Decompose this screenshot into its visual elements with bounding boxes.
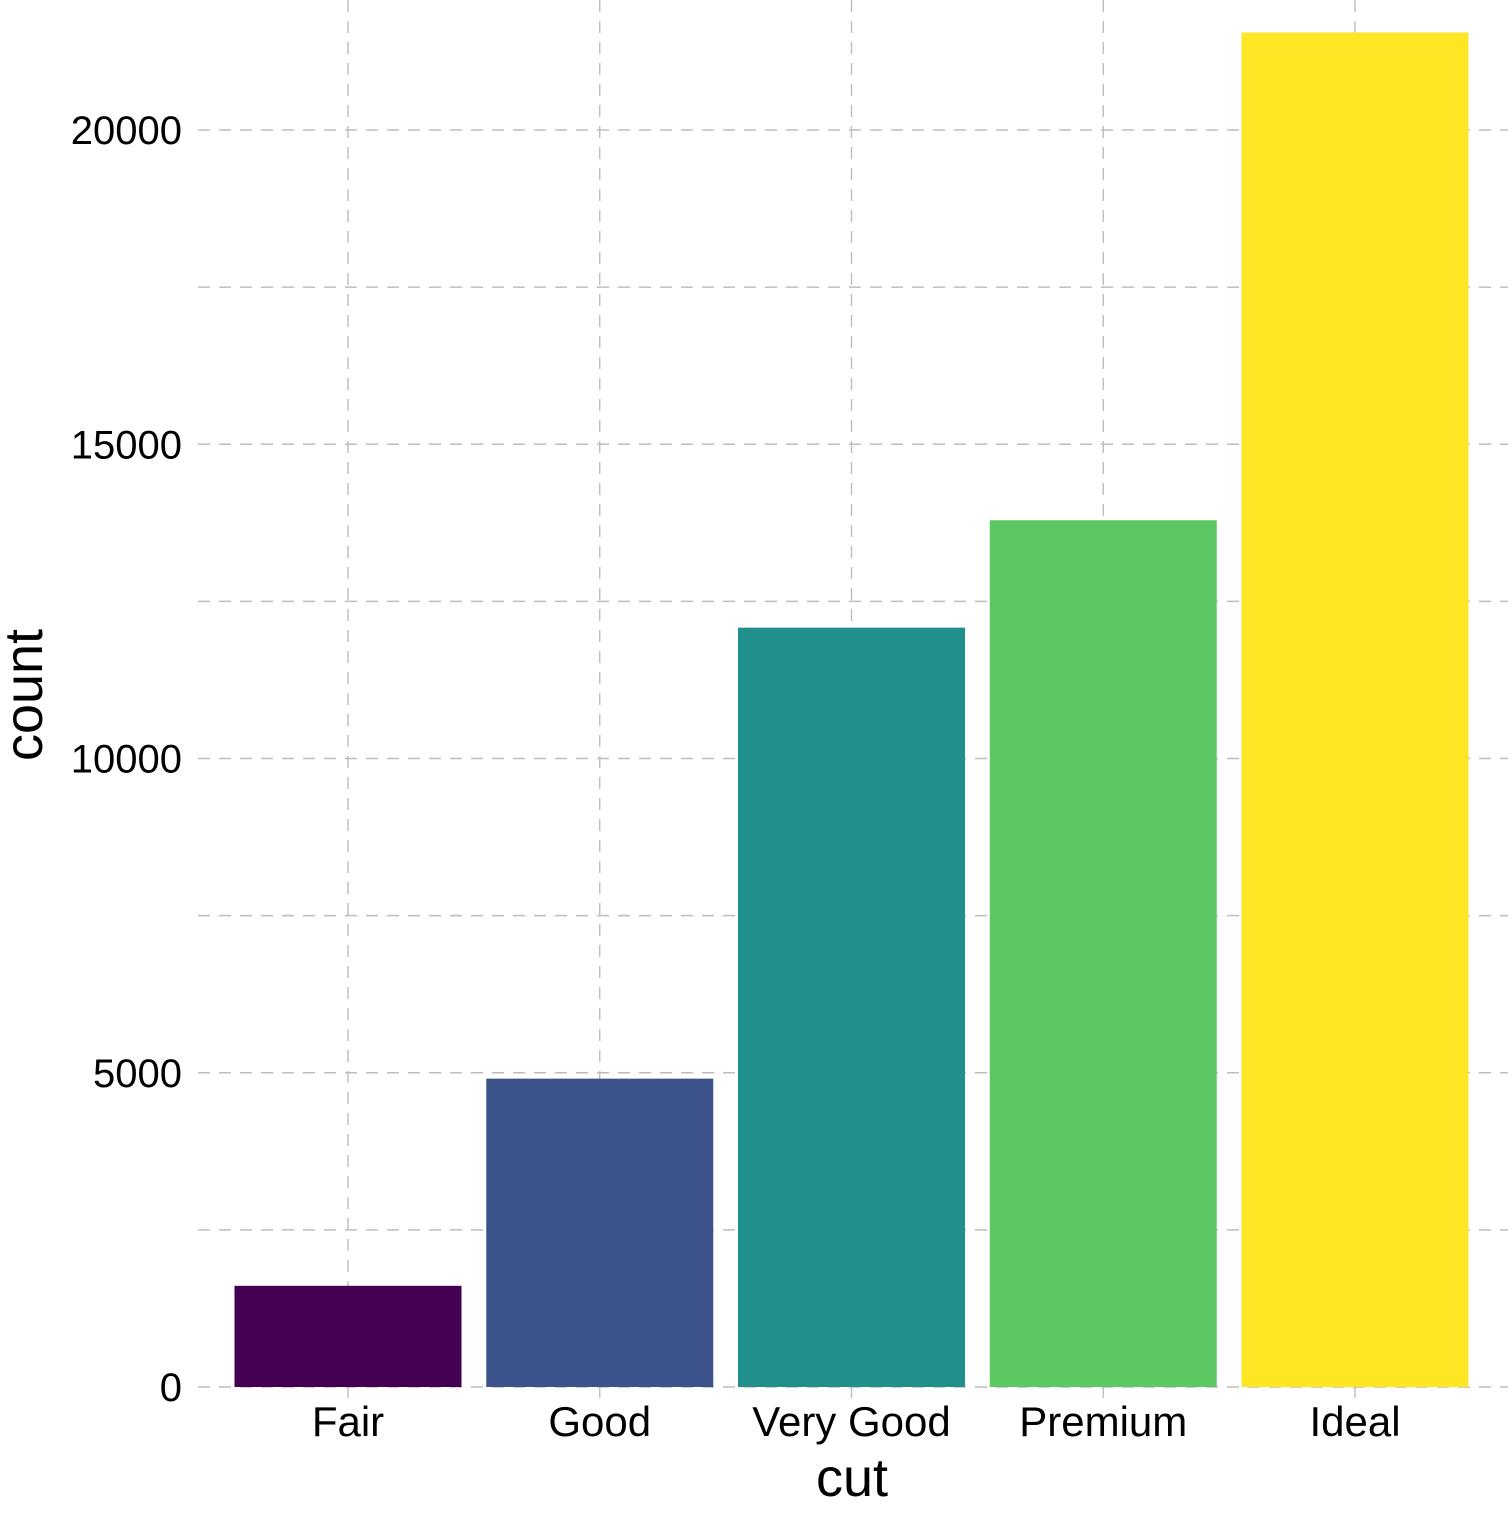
y-tick-label: 10000 — [71, 738, 182, 782]
x-axis-title: cut — [816, 1448, 888, 1508]
bar-good — [486, 1078, 714, 1387]
y-axis-title: count — [0, 629, 54, 761]
bar-very-good — [738, 627, 965, 1387]
x-tick-label: Fair — [312, 1398, 384, 1445]
bar-ideal — [1241, 32, 1469, 1387]
y-tick-label: 20000 — [71, 109, 182, 153]
y-tick-label: 5000 — [93, 1052, 182, 1096]
ticks-layer: 0 5000 10000 15000 20000 Fair Good Very Good Pre… — [71, 109, 1401, 1445]
x-tick-label: Good — [548, 1398, 651, 1445]
bar-premium — [989, 520, 1217, 1387]
x-tick-label: Premium — [1019, 1398, 1187, 1445]
y-tick-label: 15000 — [71, 423, 182, 467]
x-tick-label: Very Good — [752, 1398, 950, 1445]
bars-layer — [234, 32, 1469, 1387]
x-tick-label: Ideal — [1309, 1398, 1400, 1445]
y-tick-label: 0 — [160, 1366, 182, 1410]
bar-fair — [234, 1285, 462, 1387]
